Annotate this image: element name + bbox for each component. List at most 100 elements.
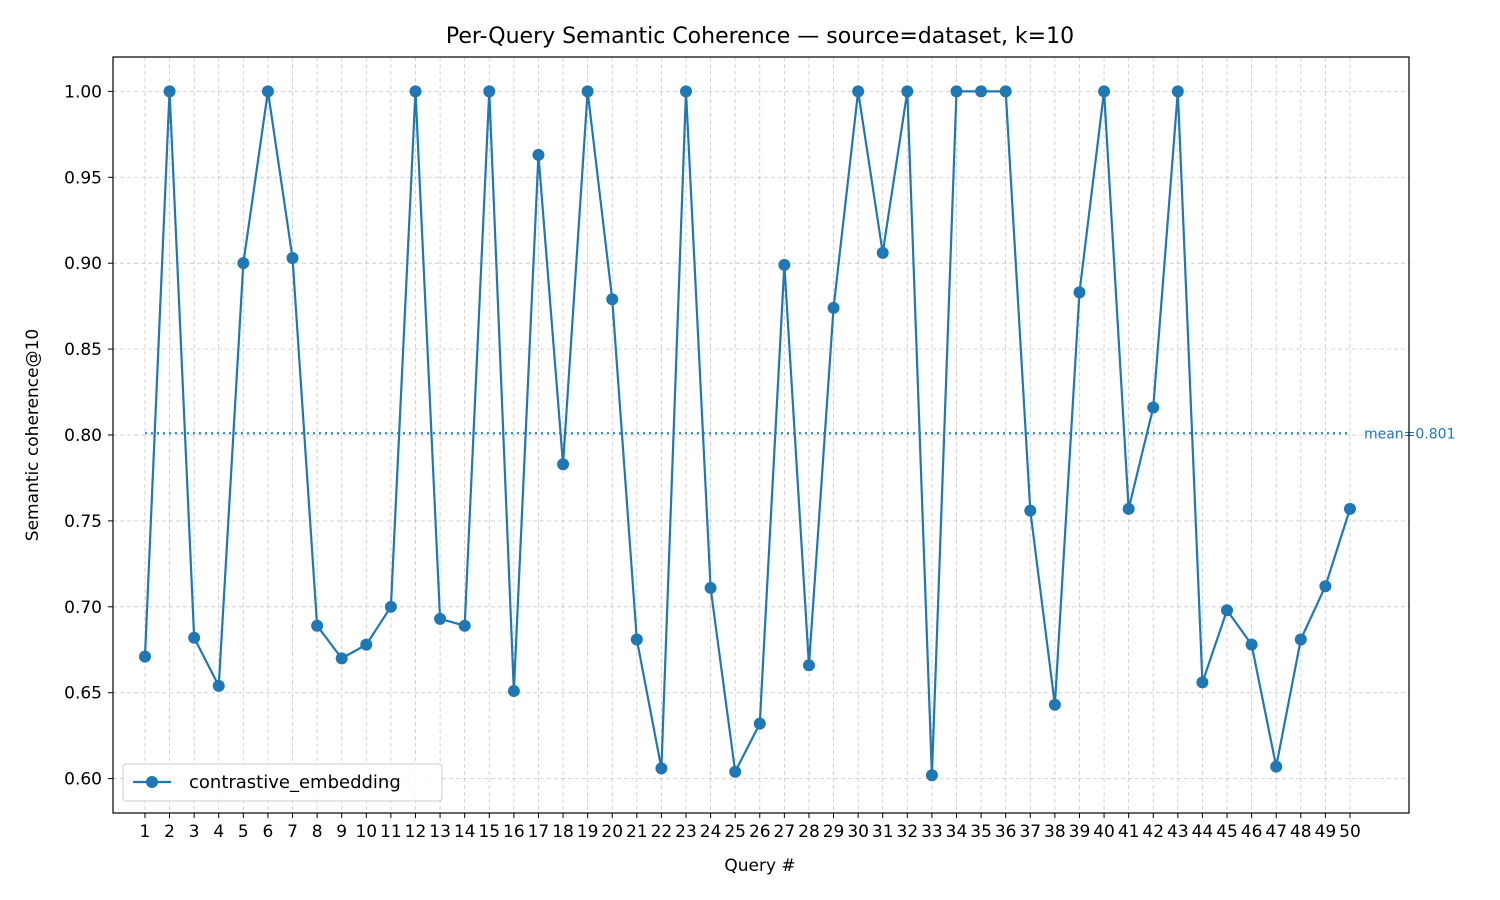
x-tick-label: 42 <box>1142 822 1164 842</box>
x-tick-label: 21 <box>626 822 648 842</box>
x-tick-label: 10 <box>355 822 377 842</box>
data-point <box>1122 502 1135 515</box>
x-tick-label: 7 <box>287 822 298 842</box>
y-tick-label: 0.65 <box>64 684 102 704</box>
data-point <box>237 257 250 270</box>
x-tick-label: 35 <box>970 822 992 842</box>
data-point <box>311 619 324 632</box>
x-tick-label: 49 <box>1315 822 1337 842</box>
x-tick-label: 27 <box>774 822 796 842</box>
x-tick-label: 44 <box>1192 822 1214 842</box>
data-point <box>1024 504 1037 517</box>
data-point <box>1319 580 1332 593</box>
data-point <box>1147 401 1160 414</box>
x-tick-label: 11 <box>380 822 402 842</box>
x-tick-label: 23 <box>675 822 697 842</box>
data-point <box>876 246 889 259</box>
data-point <box>704 581 717 594</box>
data-point <box>753 717 766 730</box>
x-tick-label: 26 <box>749 822 771 842</box>
mean-line-label: mean=0.801 <box>1364 426 1456 442</box>
data-point <box>925 769 938 782</box>
y-tick-label: 0.95 <box>64 168 102 188</box>
data-point <box>802 659 815 672</box>
data-point <box>335 652 348 665</box>
y-axis-ticks: 0.60 0.65 0.70 0.75 0.80 0.85 0.90 0.95 1.00 <box>64 82 113 790</box>
x-axis-label: Query # <box>724 856 795 876</box>
data-point <box>1245 638 1258 651</box>
x-tick-label: 2 <box>164 822 175 842</box>
x-tick-label: 25 <box>724 822 746 842</box>
data-point <box>778 258 791 271</box>
data-point <box>827 301 840 314</box>
data-point <box>360 638 373 651</box>
x-tick-label: 28 <box>798 822 820 842</box>
data-point <box>188 631 201 644</box>
x-tick-label: 16 <box>503 822 525 842</box>
data-point <box>261 85 274 98</box>
data-point <box>581 85 594 98</box>
data-point <box>483 85 496 98</box>
legend-box <box>122 763 443 802</box>
x-tick-label: 29 <box>823 822 845 842</box>
mean-line-group: mean=0.801 <box>144 426 1456 442</box>
data-point <box>138 650 151 663</box>
x-tick-label: 46 <box>1241 822 1263 842</box>
data-point <box>434 612 447 625</box>
data-point <box>630 633 643 646</box>
x-tick-label: 18 <box>552 822 574 842</box>
y-tick-label: 0.60 <box>64 770 102 790</box>
data-point <box>557 458 570 471</box>
x-tick-label: 39 <box>1069 822 1091 842</box>
x-tick-label: 9 <box>336 822 347 842</box>
x-tick-label: 32 <box>897 822 919 842</box>
x-tick-label: 33 <box>921 822 943 842</box>
data-point <box>852 85 865 98</box>
x-tick-label: 19 <box>577 822 599 842</box>
x-tick-label: 12 <box>405 822 427 842</box>
data-point <box>532 148 545 161</box>
data-point <box>163 85 176 98</box>
x-tick-label: 13 <box>429 822 451 842</box>
data-point <box>901 85 914 98</box>
x-tick-label: 37 <box>1019 822 1041 842</box>
x-tick-label: 48 <box>1290 822 1312 842</box>
x-tick-label: 31 <box>872 822 894 842</box>
data-point <box>384 600 397 613</box>
series-group <box>138 85 1356 782</box>
x-tick-label: 20 <box>601 822 623 842</box>
data-point <box>999 85 1012 98</box>
legend-marker-swatch <box>146 776 158 788</box>
data-point <box>409 85 422 98</box>
y-tick-label: 0.90 <box>64 254 102 274</box>
x-axis-ticks: 1 2 3 4 5 6 7 8 9 10 11 12 13 14 15 16 17 18 19 20 21 22 23 24 2… <box>140 813 1361 842</box>
data-point <box>606 293 619 306</box>
y-tick-label: 0.85 <box>64 340 102 360</box>
data-point <box>975 85 988 98</box>
x-tick-label: 5 <box>238 822 249 842</box>
data-point <box>1048 698 1061 711</box>
x-tick-label: 6 <box>263 822 274 842</box>
x-tick-label: 24 <box>700 822 722 842</box>
x-tick-label: 45 <box>1216 822 1238 842</box>
y-tick-label: 0.80 <box>64 426 102 446</box>
y-tick-label: 0.75 <box>64 512 102 532</box>
x-tick-label: 4 <box>213 822 224 842</box>
x-tick-label: 43 <box>1167 822 1189 842</box>
legend: contrastive_embedding <box>122 763 443 802</box>
x-tick-label: 3 <box>189 822 200 842</box>
data-point <box>212 679 225 692</box>
data-point <box>1270 760 1283 773</box>
data-point <box>1098 85 1111 98</box>
x-tick-label: 34 <box>946 822 968 842</box>
x-tick-label: 38 <box>1044 822 1066 842</box>
x-tick-label: 17 <box>528 822 550 842</box>
x-tick-label: 15 <box>478 822 500 842</box>
x-tick-label: 30 <box>847 822 869 842</box>
data-point <box>950 85 963 98</box>
x-tick-label: 14 <box>454 822 476 842</box>
y-tick-label: 1.00 <box>64 82 102 102</box>
